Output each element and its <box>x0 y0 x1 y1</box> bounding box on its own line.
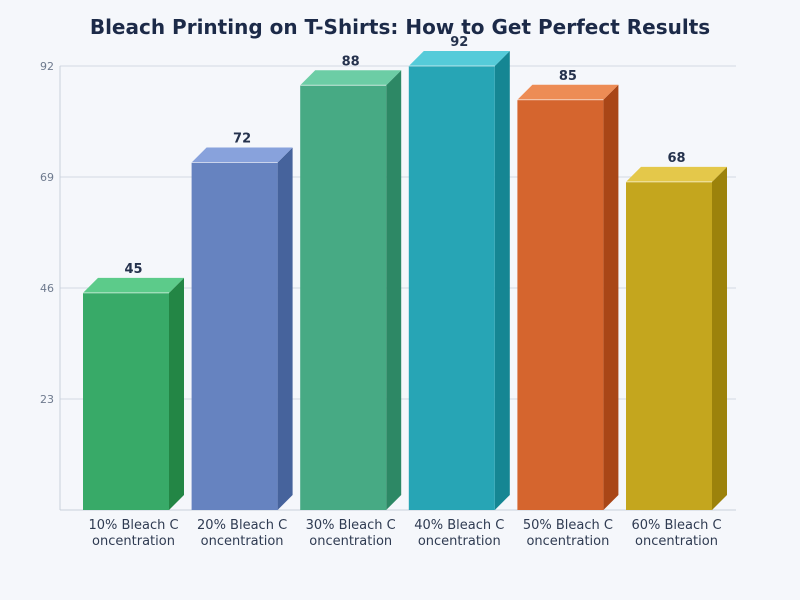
y-tick-label: 46 <box>40 282 54 295</box>
value-label: 68 <box>667 151 685 166</box>
bar-side <box>169 277 184 510</box>
bar-side <box>494 51 510 510</box>
bar-front <box>626 181 712 510</box>
value-labels: 45 72 88 92 85 68 <box>124 35 685 277</box>
x-tick-label-line: 30% Bleach C <box>306 518 396 533</box>
x-tick-label-line: oncentration <box>92 534 175 549</box>
bar <box>408 51 510 510</box>
value-label: 45 <box>124 262 142 277</box>
x-tick-label-line: 60% Bleach C <box>631 518 721 533</box>
bar-front <box>191 162 278 511</box>
x-tick-label-line: oncentration <box>309 534 392 549</box>
bar-side <box>603 84 619 511</box>
y-tick-label: 23 <box>40 393 54 406</box>
value-label: 92 <box>450 35 468 50</box>
bar-top <box>626 166 727 182</box>
bar-top <box>408 51 510 66</box>
y-tick-label: 69 <box>40 171 54 184</box>
bar-side <box>712 166 727 510</box>
x-tick-label-line: 10% Bleach C <box>88 518 178 533</box>
x-tick-label-line: 50% Bleach C <box>523 518 613 533</box>
axes <box>59 66 736 511</box>
bar <box>83 277 184 510</box>
bars <box>83 51 727 511</box>
value-label: 72 <box>233 132 251 147</box>
x-tick-label-line: oncentration <box>635 534 718 549</box>
x-tick-label-line: 20% Bleach C <box>197 518 287 533</box>
y-tick-label: 92 <box>40 60 54 73</box>
bar <box>517 84 619 511</box>
bar-front <box>300 85 387 510</box>
x-tick-label-line: oncentration <box>418 534 501 549</box>
bar <box>300 70 402 510</box>
bar-front <box>83 292 169 510</box>
value-label: 85 <box>559 69 577 84</box>
x-tick-label-line: 40% Bleach C <box>414 518 504 533</box>
bar <box>626 166 727 510</box>
y-axis-ticks: 23 46 69 92 <box>40 60 54 406</box>
chart-title: Bleach Printing on T-Shirts: How to Get … <box>90 15 710 39</box>
bar-front <box>408 66 495 510</box>
x-tick-label-line: oncentration <box>526 534 609 549</box>
bar-top <box>83 277 184 293</box>
bar <box>191 147 293 511</box>
bar-top <box>300 70 402 86</box>
bar-side <box>277 147 293 511</box>
bar-top <box>517 84 619 100</box>
x-tick-label-line: oncentration <box>201 534 284 549</box>
bar-side <box>386 70 402 510</box>
value-label: 88 <box>342 54 360 69</box>
bar-front <box>517 99 604 511</box>
bar-top <box>191 147 293 163</box>
